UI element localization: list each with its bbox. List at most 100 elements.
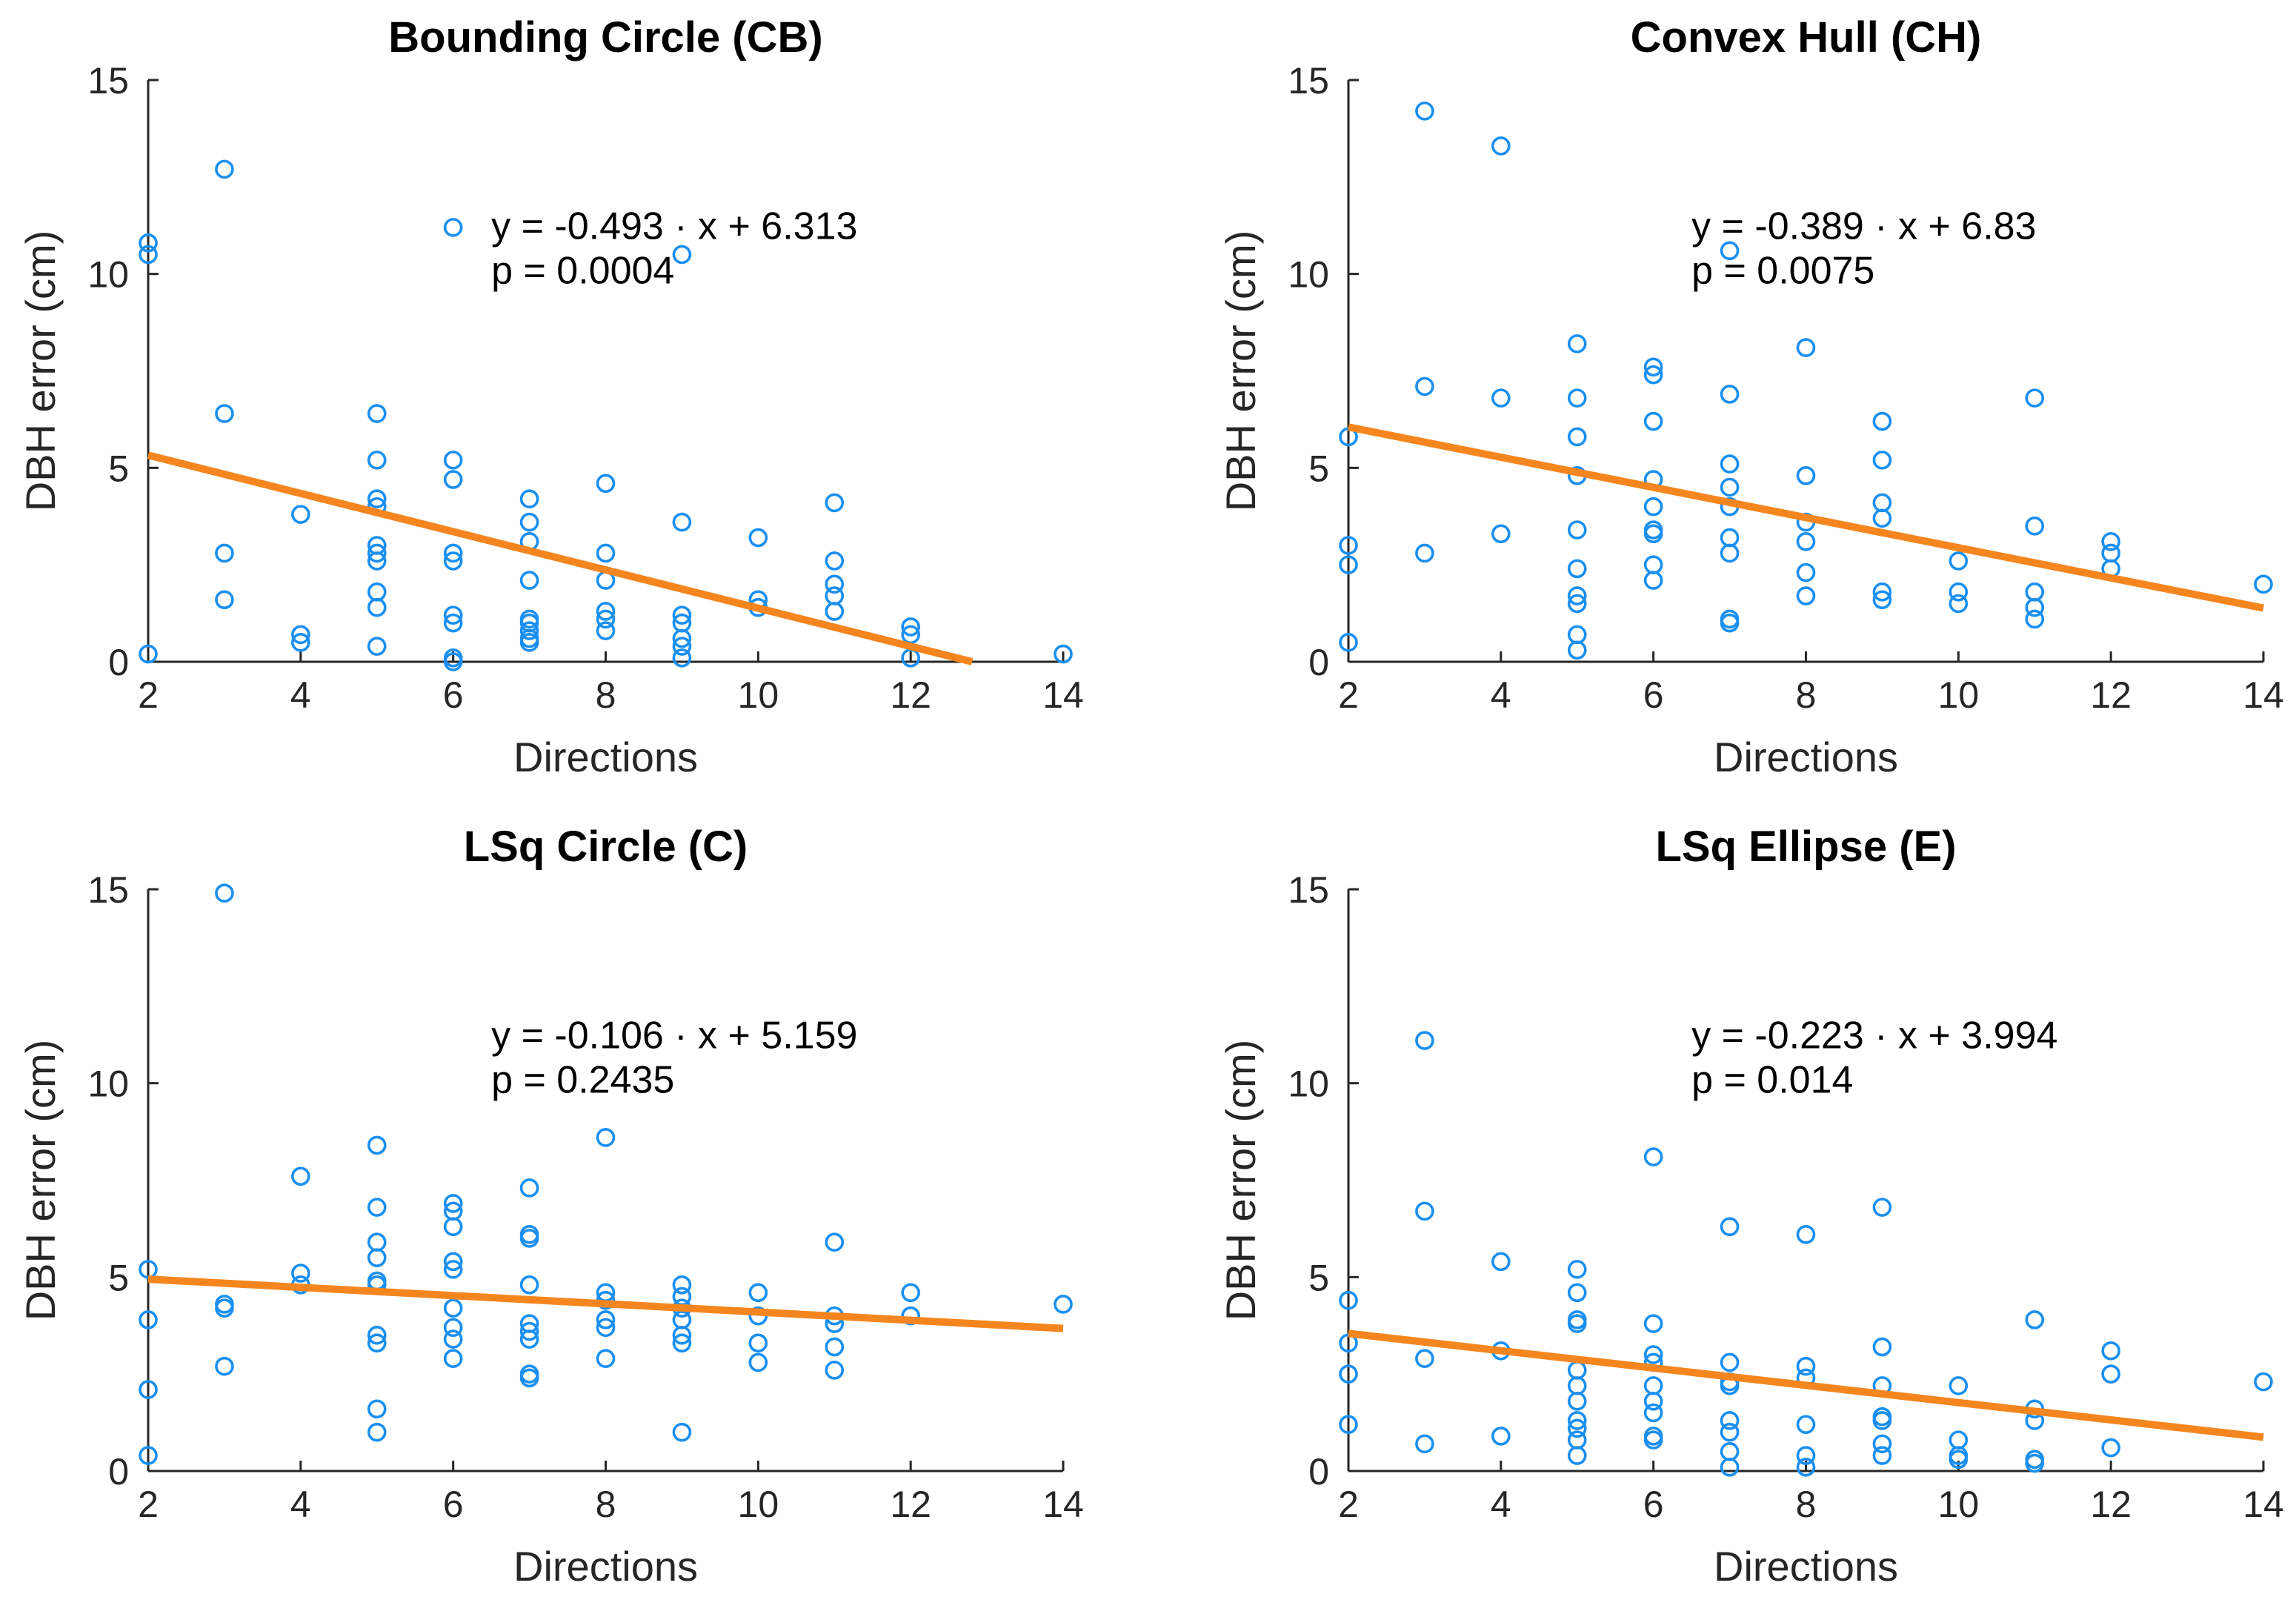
data-point	[519, 571, 539, 590]
data-point	[1720, 385, 1740, 404]
data-point	[367, 1248, 387, 1267]
data-point	[443, 218, 463, 237]
data-point	[748, 528, 768, 548]
data-point	[596, 1318, 616, 1338]
data-point	[1643, 1392, 1663, 1411]
x-tick-label: 10	[1938, 1484, 1980, 1525]
data-point	[1872, 1446, 1892, 1465]
data-point	[1491, 136, 1511, 156]
data-point	[672, 512, 692, 532]
data-point	[215, 543, 234, 563]
x-tick-label: 10	[738, 1484, 779, 1525]
data-point	[672, 648, 692, 668]
regression-equation: y = -0.389 · x + 6.83	[1691, 205, 2036, 248]
x-tick-label: 8	[596, 674, 616, 716]
data-point	[1872, 451, 1892, 470]
data-point	[443, 1329, 463, 1349]
data-point	[825, 1361, 845, 1380]
data-point	[1720, 528, 1740, 548]
data-point	[1720, 1457, 1740, 1477]
data-point	[367, 551, 387, 571]
x-tick-label: 2	[138, 674, 159, 716]
data-point	[139, 1446, 158, 1465]
data-point	[1872, 590, 1892, 610]
data-point	[443, 613, 463, 633]
y-tick-label: 15	[1288, 869, 1329, 911]
y-tick-label: 0	[108, 642, 129, 683]
regression-line	[1348, 423, 2264, 612]
data-point	[825, 493, 845, 513]
regression-line	[147, 1275, 1064, 1332]
data-point	[1796, 465, 1816, 485]
data-point	[1491, 1252, 1511, 1272]
data-point	[1643, 1430, 1663, 1450]
p-value: p = 0.2435	[491, 1058, 674, 1101]
data-point	[596, 543, 616, 563]
data-point	[1567, 520, 1587, 539]
x-tick-label: 6	[443, 674, 464, 716]
data-point	[2101, 1438, 2120, 1458]
x-tick-label: 12	[2090, 674, 2132, 716]
y-tick-label: 15	[87, 60, 129, 102]
data-point	[367, 1399, 387, 1419]
x-axis-label: Directions	[1714, 1543, 1898, 1590]
y-tick-label: 5	[1308, 448, 1329, 489]
y-tick-label: 5	[108, 448, 129, 489]
data-point	[1567, 1392, 1587, 1411]
data-point	[596, 609, 616, 629]
data-point	[367, 1198, 387, 1217]
data-point	[139, 1260, 158, 1279]
data-point	[443, 1217, 463, 1237]
data-point	[139, 233, 158, 253]
x-tick-label: 6	[443, 1484, 464, 1525]
data-point	[2025, 609, 2045, 629]
x-tick-label: 8	[1796, 674, 1817, 716]
data-point	[1872, 508, 1892, 528]
data-point	[596, 1349, 616, 1369]
chart-title: Bounding Circle (CB)	[388, 13, 822, 62]
data-point	[1054, 644, 1073, 664]
data-point	[1415, 1434, 1434, 1454]
panel-lsq-circle: LSq Circle (C) 2 4 6 8 10 12 14 0 5 10 15 Directions…	[17, 823, 1084, 1590]
x-tick-label: 2	[1338, 1484, 1359, 1525]
x-tick-label: 8	[596, 1484, 616, 1525]
x-axis-label: Directions	[513, 1543, 698, 1590]
chart-title: Convex Hull (CH)	[1631, 13, 1982, 62]
data-point	[443, 605, 463, 625]
x-tick-label: 6	[1643, 1484, 1664, 1525]
data-point	[1643, 497, 1663, 517]
regression-equation: y = -0.493 · x + 6.313	[491, 205, 857, 248]
data-point	[2025, 517, 2045, 536]
data-point	[443, 470, 463, 489]
data-point	[443, 543, 463, 563]
data-point	[291, 625, 310, 645]
chart-title: LSq Circle (C)	[464, 823, 748, 871]
data-point	[367, 489, 387, 509]
data-point	[519, 633, 539, 652]
data-point	[748, 1352, 768, 1372]
data-point	[672, 1422, 692, 1442]
data-point	[1720, 1422, 1740, 1442]
data-point	[1567, 1430, 1587, 1450]
data-point	[901, 1283, 920, 1303]
x-tick-label: 10	[1938, 674, 1980, 716]
data-point	[1567, 1418, 1587, 1438]
y-tick-label: 0	[108, 1451, 129, 1493]
x-axis-label: Directions	[513, 734, 698, 780]
data-point	[367, 1422, 387, 1442]
data-point	[1567, 1376, 1587, 1395]
x-tick-label: 12	[2090, 1484, 2132, 1525]
data-point	[367, 543, 387, 563]
data-point	[1567, 1260, 1587, 1279]
data-point	[1949, 594, 1969, 614]
data-point	[443, 451, 463, 470]
y-axis-label: DBH error (cm)	[17, 1040, 64, 1321]
data-point	[1720, 1352, 1740, 1372]
y-tick-label: 0	[1308, 1451, 1329, 1493]
data-point	[291, 505, 310, 524]
data-point	[1415, 1031, 1434, 1050]
y-tick-label: 10	[1288, 1063, 1329, 1105]
data-point	[1720, 543, 1740, 563]
data-point	[1949, 1430, 1969, 1450]
data-point	[1415, 102, 1434, 121]
